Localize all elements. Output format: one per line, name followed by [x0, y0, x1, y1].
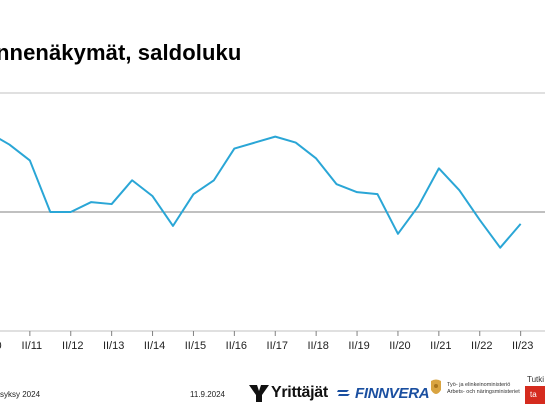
- series-line-0: [0, 135, 522, 249]
- x-tick-label: II/23: [512, 340, 533, 352]
- x-tick-label: II/20: [389, 340, 410, 352]
- series-group: [0, 135, 522, 249]
- x-tick-label: II/13: [103, 340, 124, 352]
- x-tick-label: II/18: [307, 340, 328, 352]
- x-axis-labels: II/10 II/11 II/12 II/13 II/14 II/15 II/16 II/17…: [0, 340, 533, 352]
- x-tick-label: II/11: [22, 340, 43, 352]
- ministry-name-sv: Arbets- och näringsministeriet: [447, 389, 520, 395]
- yrittajat-logo-text: Yrittäjät: [271, 384, 328, 401]
- x-tick-label: II/14: [144, 340, 165, 352]
- footer-source: syksy 2024: [0, 390, 41, 399]
- finnvera-logo: FINNVERA: [337, 383, 430, 403]
- x-tick-label: II/21: [430, 340, 451, 352]
- x-tick-label: II/19: [348, 340, 369, 352]
- x-tick-label: II/15: [185, 340, 206, 352]
- line-chart: II/10 II/11 II/12 II/13 II/14 II/15 II/16 II/17…: [0, 92, 545, 352]
- chart-title: nnenäkymät, saldoluku: [0, 40, 242, 65]
- finnvera-logo-text: FINNVERA: [355, 384, 430, 402]
- yrittajat-mark-icon: [249, 385, 269, 402]
- red-logo-badge: ta: [525, 386, 545, 404]
- ministry-logo: Työ- ja elinkeinoministeriö Arbets- och …: [429, 378, 520, 400]
- x-tick-label: II/10: [0, 340, 2, 352]
- yrittajat-logo: Yrittäjät: [248, 382, 328, 404]
- tutki-label: Tutki: [527, 375, 545, 384]
- ministry-name-fi: Työ- ja elinkeinoministeriö: [447, 382, 511, 388]
- finnvera-mark-icon: [337, 390, 350, 396]
- x-tick-label: II/17: [267, 340, 288, 352]
- x-tick-label: II/12: [62, 340, 83, 352]
- x-tick-label: II/22: [471, 340, 492, 352]
- gridlines: [0, 92, 545, 332]
- x-axis-ticks: [29, 331, 522, 336]
- lion-crest-icon: [431, 379, 441, 394]
- x-tick-label: II/16: [226, 340, 247, 352]
- footer-date: 11.9.2024: [190, 390, 225, 399]
